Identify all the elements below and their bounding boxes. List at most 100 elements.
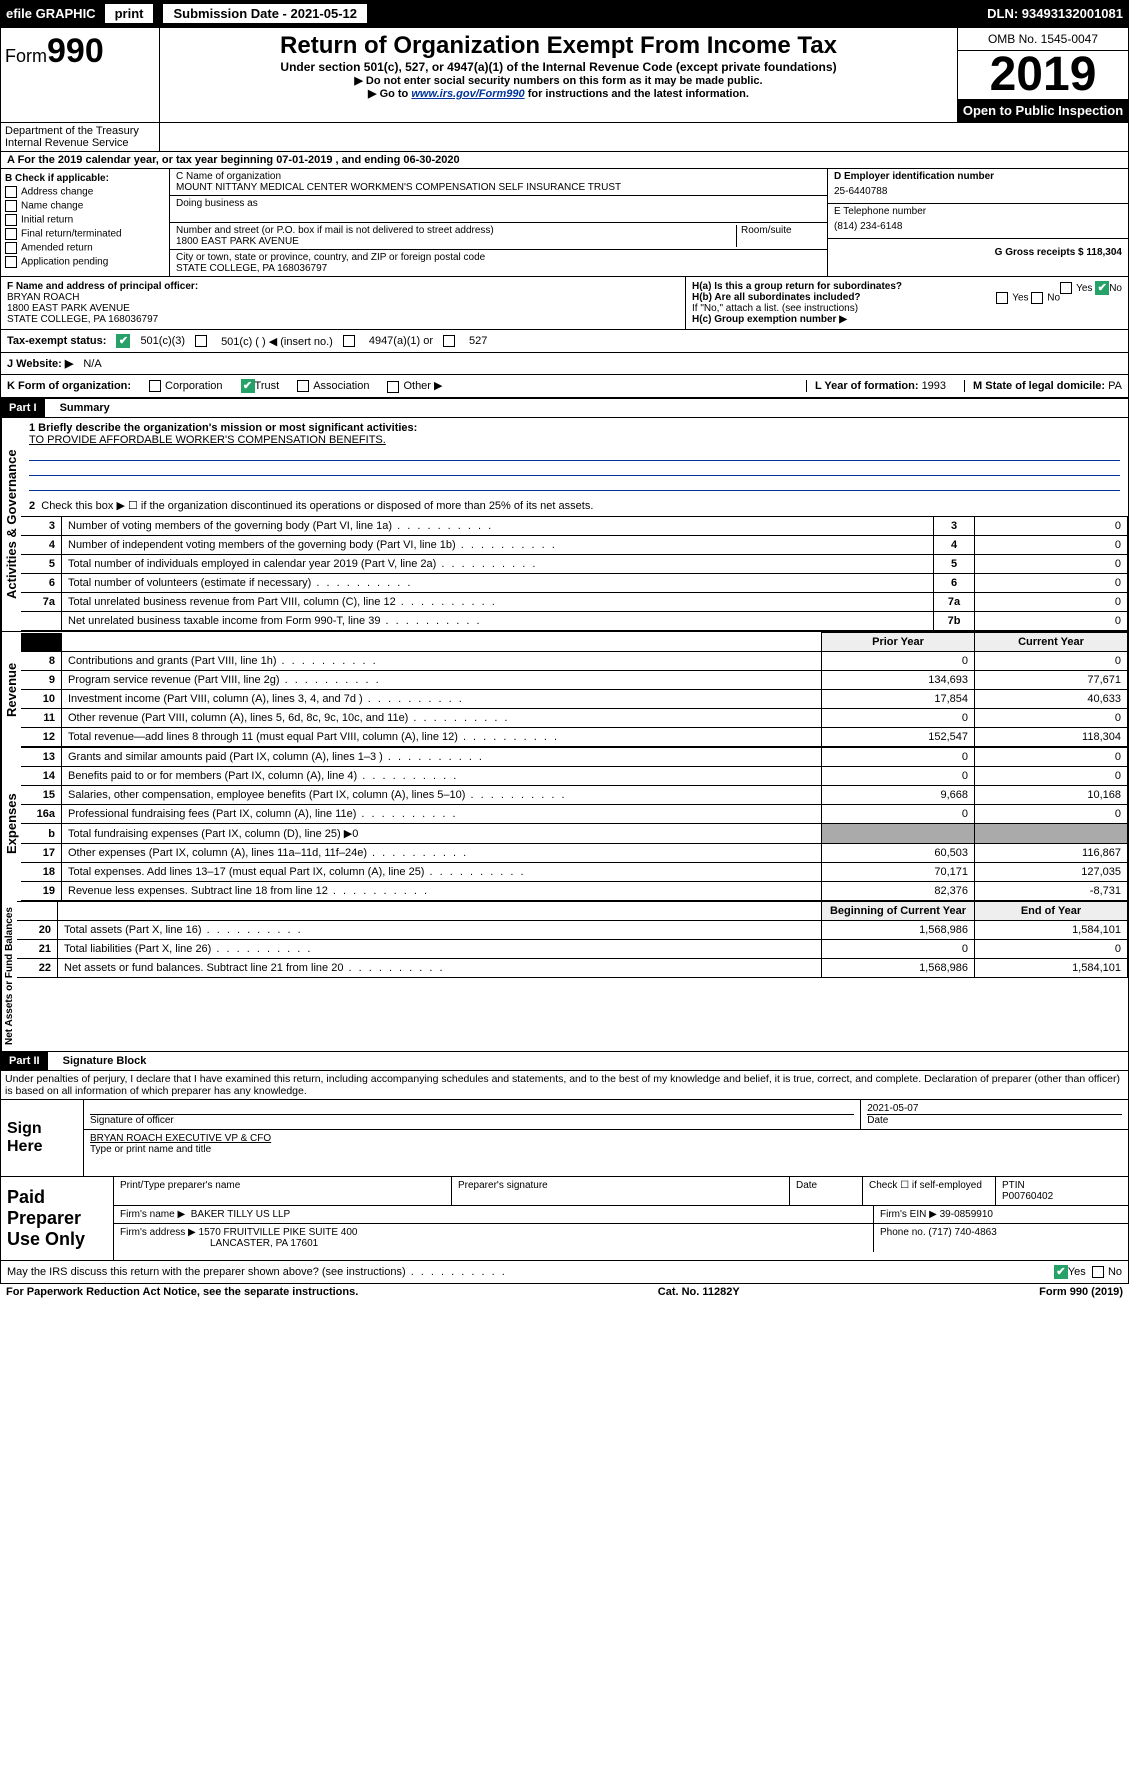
page-footer: For Paperwork Reduction Act Notice, see … [0, 1284, 1129, 1300]
city-state-zip: STATE COLLEGE, PA 168036797 [176, 263, 821, 274]
ein-value: 25-6440788 [834, 182, 1122, 201]
table-row: 10Investment income (Part VIII, column (… [21, 690, 1128, 709]
h-b: H(b) Are all subordinates included? Yes … [692, 292, 1122, 303]
tax-year: 2019 [958, 51, 1128, 99]
form-header: Form990 Return of Organization Exempt Fr… [1, 28, 1128, 123]
line2: 2 Check this box ▶ ☐ if the organization… [21, 495, 1128, 516]
org-name-label: C Name of organization [176, 171, 821, 182]
section-j: J Website: ▶ N/A [1, 353, 1128, 375]
gross-receipts: G Gross receipts $ 118,304 [995, 247, 1122, 258]
org-name: MOUNT NITTANY MEDICAL CENTER WORKMEN'S C… [176, 182, 821, 193]
discuss-row: May the IRS discuss this return with the… [1, 1261, 1128, 1283]
form-title: Return of Organization Exempt From Incom… [170, 32, 947, 60]
ptin-cell: PTINP00760402 [996, 1177, 1128, 1205]
col-de: D Employer identification number 25-6440… [828, 169, 1128, 276]
dln: DLN: 93493132001081 [987, 6, 1123, 21]
sig-officer-label: Signature of officer [90, 1114, 854, 1126]
form-number: Form990 [5, 32, 155, 71]
h-a: H(a) Is this a group return for subordin… [692, 281, 1122, 292]
perjury-disclaimer: Under penalties of perjury, I declare th… [1, 1071, 1128, 1099]
vtab-revenue: Revenue [1, 632, 21, 747]
table-row: 8Contributions and grants (Part VIII, li… [21, 652, 1128, 671]
table-row: 22Net assets or fund balances. Subtract … [17, 959, 1128, 978]
section-i: Tax-exempt status: ✔501(c)(3) 501(c) ( )… [1, 330, 1128, 353]
vtab-netassets: Net Assets or Fund Balances [1, 901, 17, 1051]
chk-name-change[interactable]: Name change [5, 200, 165, 212]
firm-address: Firm's address ▶ 1570 FRUITVILLE PIKE SU… [114, 1224, 874, 1252]
officer-label: F Name and address of principal officer: [7, 281, 198, 292]
part2-header: Part II Signature Block [1, 1051, 1128, 1071]
netassets-table: Beginning of Current YearEnd of Year 20T… [17, 901, 1128, 978]
table-row: bTotal fundraising expenses (Part IX, co… [21, 824, 1128, 844]
pra-notice: For Paperwork Reduction Act Notice, see … [6, 1286, 358, 1298]
firm-ein: Firm's EIN ▶ 39-0859910 [874, 1206, 1128, 1223]
table-row: 15Salaries, other compensation, employee… [21, 786, 1128, 805]
table-row: 17Other expenses (Part IX, column (A), l… [21, 844, 1128, 863]
print-button[interactable]: print [104, 3, 155, 24]
addr-label: Number and street (or P.O. box if mail i… [176, 225, 736, 236]
officer-name: BRYAN ROACH [7, 292, 79, 303]
part1-header: Part I Summary [1, 398, 1128, 418]
h-c: H(c) Group exemption number ▶ [692, 314, 1122, 325]
form-footer-label: Form 990 (2019) [1039, 1286, 1123, 1298]
chk-final-return[interactable]: Final return/terminated [5, 228, 165, 240]
table-row: 13Grants and similar amounts paid (Part … [21, 748, 1128, 767]
form-container: Form990 Return of Organization Exempt Fr… [0, 27, 1129, 1284]
prep-date-label: Date [790, 1177, 863, 1205]
expenses-section: Expenses 13Grants and similar amounts pa… [1, 747, 1128, 901]
vtab-expenses: Expenses [1, 747, 21, 901]
paid-preparer-label: Paid Preparer Use Only [1, 1177, 114, 1260]
table-row: 9Program service revenue (Part VIII, lin… [21, 671, 1128, 690]
chk-501c3[interactable]: ✔ [116, 334, 130, 348]
form-note2: ▶ Go to www.irs.gov/Form990 for instruct… [170, 87, 947, 100]
section-klm: K Form of organization: Corporation ✔Tru… [1, 375, 1128, 398]
firm-name: Firm's name ▶ BAKER TILLY US LLP [114, 1206, 874, 1223]
table-row: 4Number of independent voting members of… [21, 536, 1128, 555]
dept-treasury: Department of the Treasury Internal Reve… [1, 123, 160, 151]
form-subtitle: Under section 501(c), 527, or 4947(a)(1)… [170, 60, 947, 74]
table-row: 21Total liabilities (Part X, line 26)00 [17, 940, 1128, 959]
sign-here-label: Sign Here [1, 1100, 84, 1176]
table-row: 5Total number of individuals employed in… [21, 555, 1128, 574]
website-value: N/A [83, 358, 101, 370]
form-note1: ▶ Do not enter social security numbers o… [170, 74, 947, 87]
phone-label: E Telephone number [834, 206, 1122, 217]
paid-preparer-section: Paid Preparer Use Only Print/Type prepar… [1, 1177, 1128, 1261]
officer-addr2: STATE COLLEGE, PA 168036797 [7, 314, 158, 325]
chk-app-pending[interactable]: Application pending [5, 256, 165, 268]
table-row: 11Other revenue (Part VIII, column (A), … [21, 709, 1128, 728]
prep-self-employed[interactable]: Check ☐ if self-employed [863, 1177, 996, 1205]
h-b-note: If "No," attach a list. (see instruction… [692, 303, 1122, 314]
topbar: efile GRAPHIC print Submission Date - 20… [0, 0, 1129, 27]
part1-body: Activities & Governance 1 Briefly descri… [1, 418, 1128, 631]
submission-date: Submission Date - 2021-05-12 [162, 3, 368, 24]
table-row: 12Total revenue—add lines 8 through 11 (… [21, 728, 1128, 747]
table-row: 3Number of voting members of the governi… [21, 517, 1128, 536]
line1: 1 Briefly describe the organization's mi… [21, 418, 1128, 495]
col-c: C Name of organization MOUNT NITTANY MED… [170, 169, 828, 276]
street-address: 1800 EAST PARK AVENUE [176, 236, 736, 247]
table-row: 6Total number of volunteers (estimate if… [21, 574, 1128, 593]
chk-initial-return[interactable]: Initial return [5, 214, 165, 226]
officer-print-name: BRYAN ROACH EXECUTIVE VP & CFO [90, 1133, 1122, 1144]
chk-address-change[interactable]: Address change [5, 186, 165, 198]
table-row: 14Benefits paid to or for members (Part … [21, 767, 1128, 786]
revenue-table: bPrior YearCurrent Year 8Contributions a… [21, 632, 1128, 747]
expenses-table: 13Grants and similar amounts paid (Part … [21, 747, 1128, 901]
efile-label: efile GRAPHIC [6, 6, 96, 21]
table-row: 19Revenue less expenses. Subtract line 1… [21, 882, 1128, 901]
irs-link[interactable]: www.irs.gov/Form990 [411, 88, 524, 100]
identity-section: B Check if applicable: Address change Na… [1, 169, 1128, 277]
firm-phone: Phone no. (717) 740-4863 [874, 1224, 1128, 1252]
prep-sig-label: Preparer's signature [452, 1177, 790, 1205]
table-row: 7aTotal unrelated business revenue from … [21, 593, 1128, 612]
cat-number: Cat. No. 11282Y [658, 1286, 740, 1298]
vtab-activities-governance: Activities & Governance [1, 418, 21, 631]
col-b-checkboxes: B Check if applicable: Address change Na… [1, 169, 170, 276]
chk-amended[interactable]: Amended return [5, 242, 165, 254]
dba-label: Doing business as [176, 198, 821, 209]
city-label: City or town, state or province, country… [176, 252, 821, 263]
table-row: 20Total assets (Part X, line 16)1,568,98… [17, 921, 1128, 940]
sign-here-section: Sign Here Signature of officer 2021-05-0… [1, 1099, 1128, 1177]
sig-date: 2021-05-07 [867, 1103, 1122, 1114]
